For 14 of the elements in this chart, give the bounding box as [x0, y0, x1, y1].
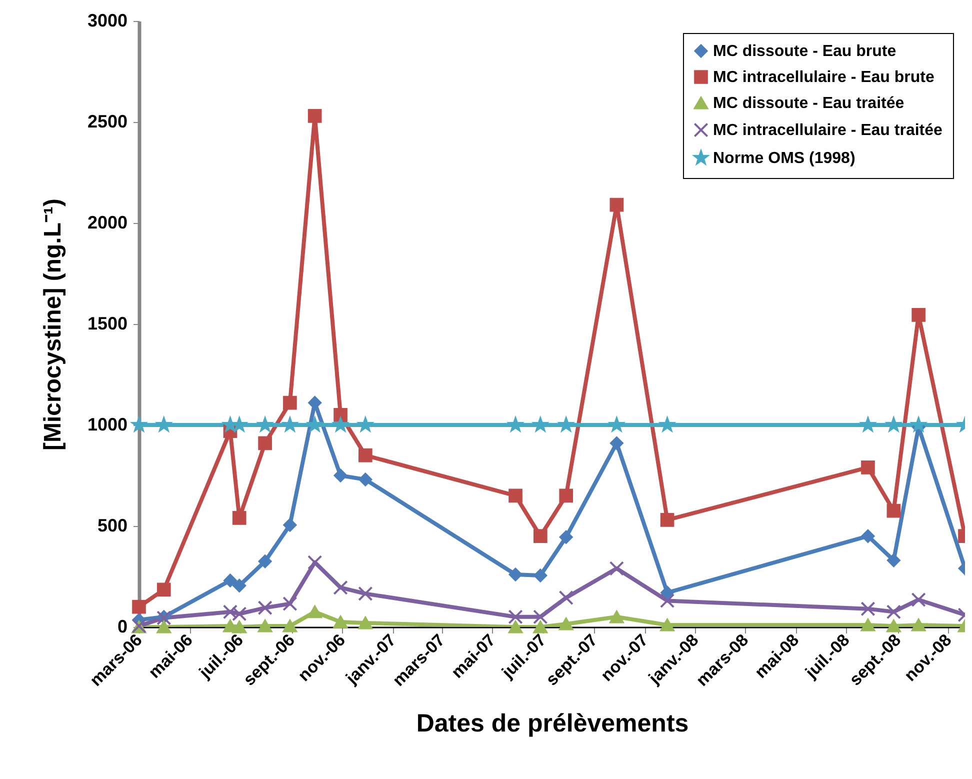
y-tick-label: 0: [117, 616, 128, 636]
legend-label: MC intracellulaire - Eau traitée: [713, 122, 943, 139]
y-tick-label: 1500: [87, 314, 128, 334]
y-tick-label: 1000: [87, 414, 128, 434]
legend-label: MC dissoute - Eau brute: [713, 43, 896, 60]
y-tick-label: 2000: [87, 212, 128, 232]
y-tick-label: 3000: [87, 10, 128, 30]
legend-label: MC dissoute - Eau traitée: [713, 95, 904, 112]
y-axis-title: [Microcystine] (ng.L⁻¹): [39, 198, 66, 450]
legend-label: Norme OMS (1998): [713, 150, 856, 167]
x-axis-title: Dates de prélèvements: [416, 709, 689, 738]
legend-label: MC intracellulaire - Eau brute: [713, 69, 934, 86]
y-tick-label: 500: [97, 516, 128, 536]
y-tick-label: 2500: [87, 112, 128, 132]
